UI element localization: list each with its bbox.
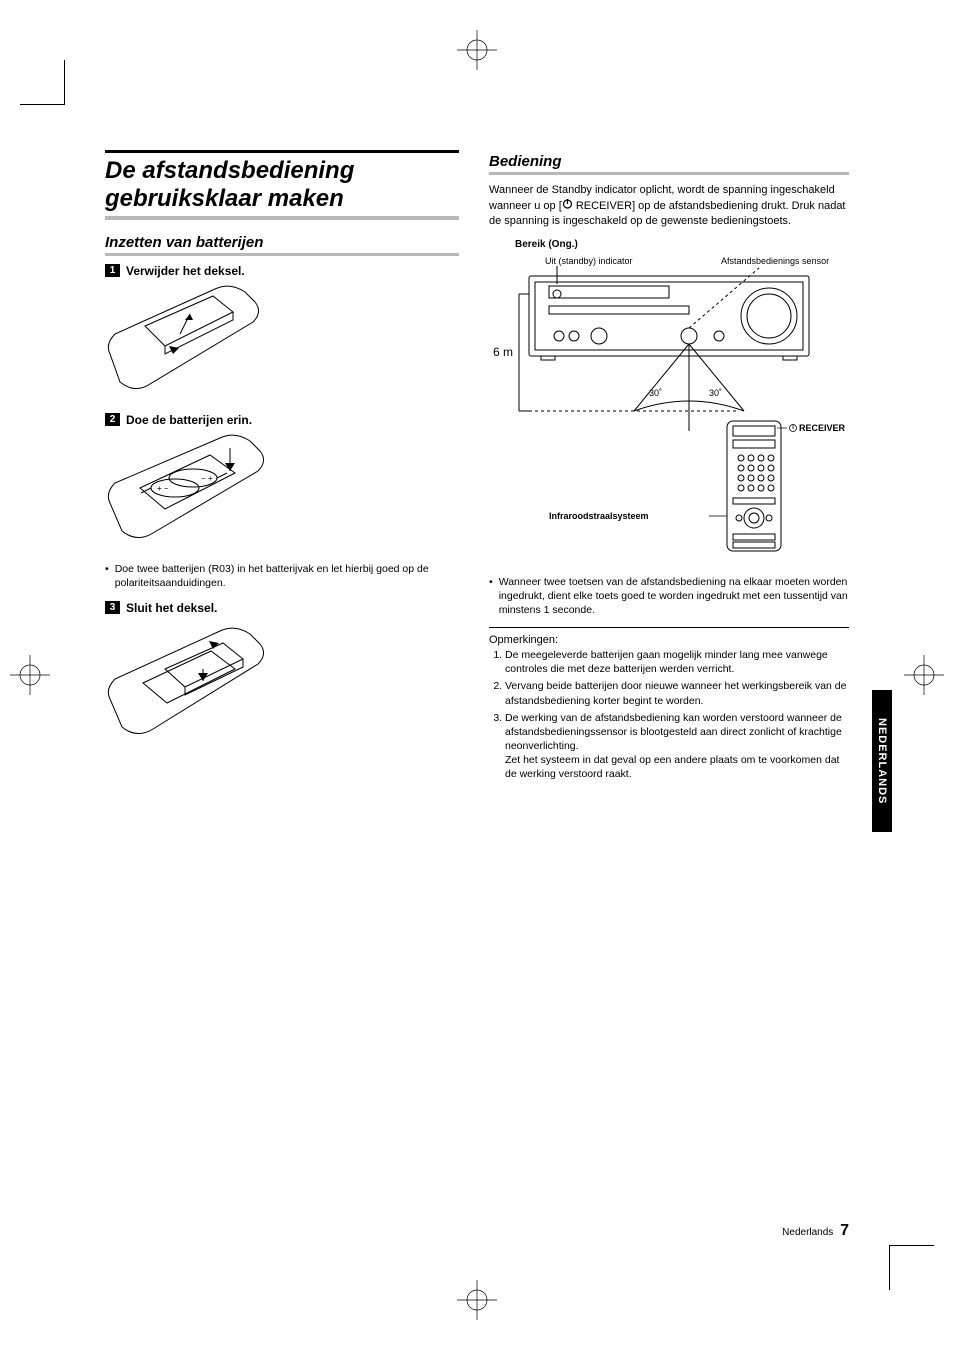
notes-heading: Opmerkingen: [489, 634, 849, 646]
note-item: Vervang beide batterijen door nieuwe wan… [505, 679, 849, 707]
main-title: De afstandsbediening gebruiksklaar maken [105, 157, 459, 212]
range-diagram: Uit (standby) indicator Afstandsbedienin… [489, 256, 849, 561]
bullet-icon: • [489, 575, 493, 618]
power-icon [562, 198, 573, 214]
language-tab: NEDERLANDS [872, 690, 892, 832]
svg-text:+ −: + − [157, 484, 169, 493]
crop-mark-bottom [457, 1280, 497, 1320]
diagram-sensor-label: Afstandsbedienings sensor [721, 256, 829, 266]
svg-text:− +: − + [201, 474, 213, 483]
step-text: Sluit het deksel. [126, 601, 217, 615]
range-label: Bereik (Ong.) [515, 239, 849, 250]
note-item: De meegeleverde batterijen gaan mogelijk… [505, 648, 849, 676]
title-underline [105, 216, 459, 220]
step-text: Verwijder het deksel. [126, 264, 245, 278]
step-1: 1 Verwijder het deksel. [105, 264, 459, 278]
diagram-infrared-label: Infraroodstraalsysteem [549, 511, 649, 521]
battery-note-list: • Doe twee batterijen (R03) in het batte… [105, 562, 459, 590]
notes-list: De meegeleverde batterijen gaan mogelijk… [489, 648, 849, 782]
step-2: 2 Doe de batterijen erin. [105, 413, 459, 427]
step-text: Doe de batterijen erin. [126, 413, 252, 427]
page-number: 7 [840, 1222, 849, 1239]
right-bullet-list: • Wanneer twee toetsen van de afstandsbe… [489, 575, 849, 618]
step-3: 3 Sluit het deksel. [105, 601, 459, 615]
diagram-standby-label: Uit (standby) indicator [545, 256, 633, 266]
note-item: De werking van de afstandsbediening kan … [505, 711, 849, 782]
right-subheading: Bediening [489, 153, 849, 175]
receiver-label-group [790, 424, 797, 431]
right-bullet-text: Wanneer twee toetsen van de afstandsbedi… [499, 575, 849, 618]
left-subheading: Inzetten van batterijen [105, 234, 459, 256]
notes-rule [489, 627, 849, 628]
footer-lang: Nederlands [782, 1227, 833, 1238]
diagram-angle-left: 30˚ [649, 388, 662, 398]
battery-note-text: Doe twee batterijen (R03) in het batteri… [115, 562, 459, 590]
page-content: De afstandsbediening gebruiksklaar maken… [105, 150, 849, 1240]
heavy-rule [105, 150, 459, 153]
right-column: Bediening Wanneer de Standby indicator o… [489, 150, 849, 785]
crop-mark-top [457, 30, 497, 70]
diagram-angle-right: 30˚ [709, 388, 722, 398]
illustration-remove-cover [105, 284, 459, 399]
step-num-icon: 2 [105, 413, 120, 426]
page-footer: Nederlands 7 [782, 1222, 849, 1240]
crop-mark-right [904, 655, 944, 695]
illustration-close-cover [105, 621, 459, 746]
diagram-distance: 6 m [493, 345, 513, 359]
illustration-insert-batteries: + − − + [105, 433, 459, 548]
crop-mark-br [889, 1245, 934, 1290]
step-num-icon: 3 [105, 601, 120, 614]
diagram-receiver-label: RECEIVER [799, 423, 846, 433]
crop-mark-left [10, 655, 50, 695]
left-column: De afstandsbediening gebruiksklaar maken… [105, 150, 459, 785]
intro-paragraph: Wanneer de Standby indicator oplicht, wo… [489, 183, 849, 229]
bullet-icon: • [105, 562, 109, 590]
step-num-icon: 1 [105, 264, 120, 277]
crop-mark-tl [20, 60, 65, 105]
